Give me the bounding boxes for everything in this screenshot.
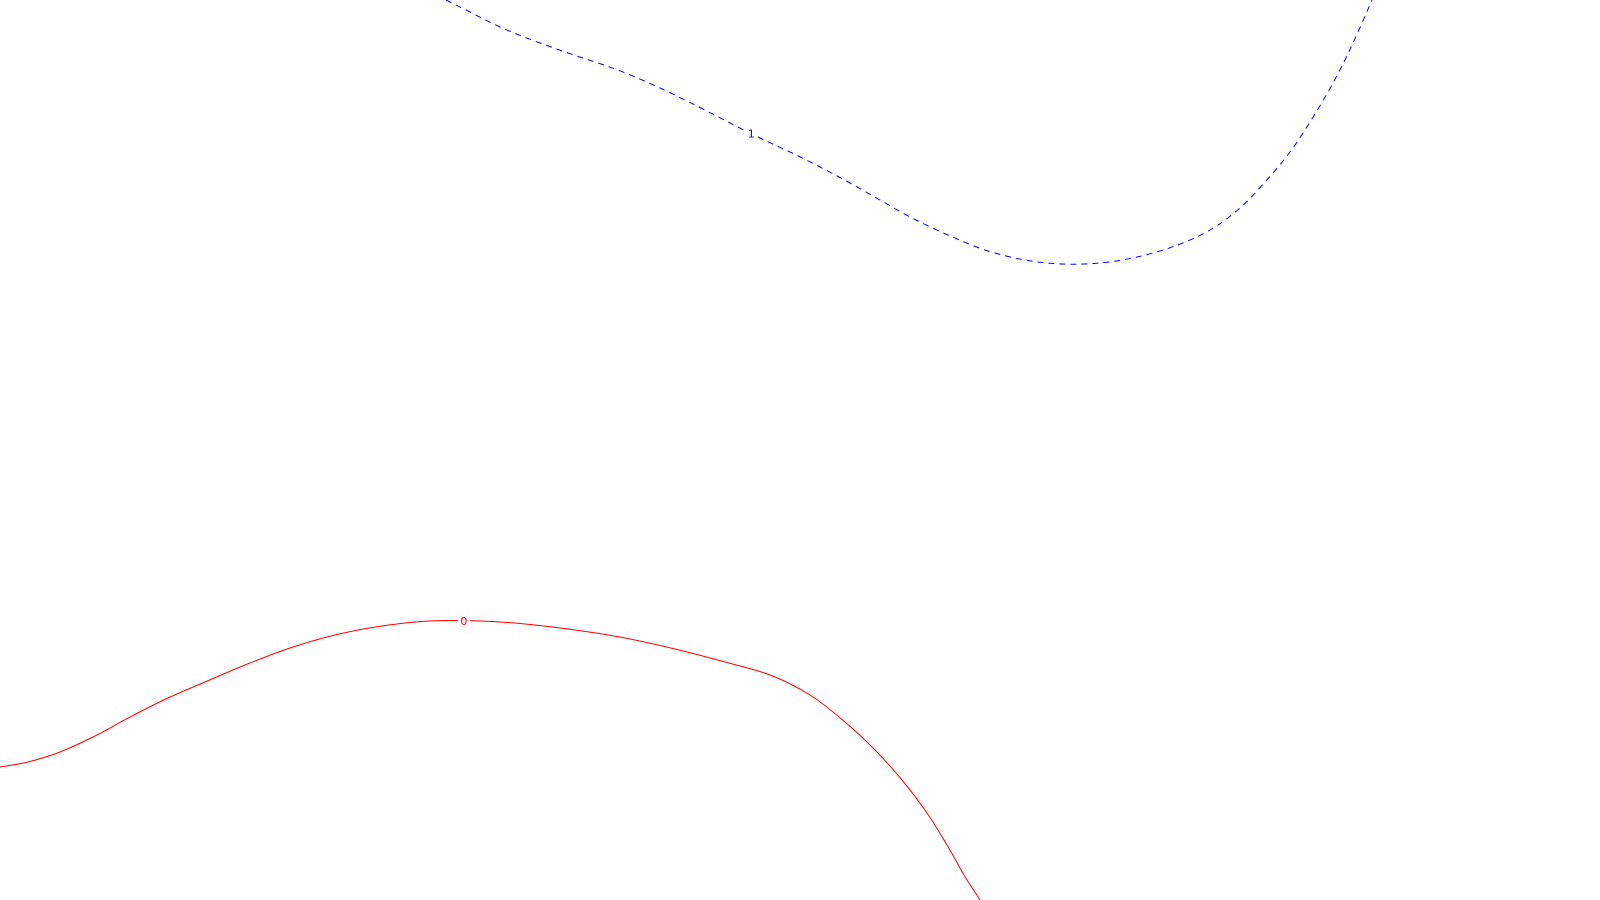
contour-label-level-0: 0 [460,615,467,628]
contour-label-gap [457,614,470,627]
contour-label-gap [745,126,758,140]
contour-label-level-1: 1 [748,128,755,141]
contour-line-level-1 [445,0,1373,265]
contour-lines: 10 [0,0,1373,900]
contour-line-level-0 [0,620,981,900]
